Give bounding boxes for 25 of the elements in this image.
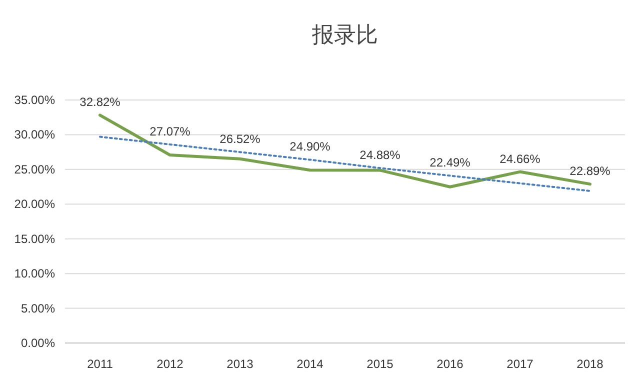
y-tick-label: 0.00% xyxy=(20,336,56,350)
y-tick-label: 5.00% xyxy=(20,301,56,316)
x-tick-label: 2013 xyxy=(226,357,254,371)
y-tick-label: 20.00% xyxy=(14,197,56,212)
data-label: 22.89% xyxy=(570,164,611,178)
y-tick-label: 35.00% xyxy=(14,93,56,107)
x-tick-label: 2015 xyxy=(366,357,394,371)
data-label: 32.82% xyxy=(80,95,121,110)
x-tick-label: 2012 xyxy=(156,357,184,371)
y-tick-label: 15.00% xyxy=(14,232,56,246)
chart-title: 报录比 xyxy=(311,22,378,47)
data-label: 22.49% xyxy=(430,156,471,170)
data-label: 24.88% xyxy=(360,148,401,162)
data-label: 24.90% xyxy=(290,140,331,154)
y-tick-label: 30.00% xyxy=(14,128,56,142)
x-tick-label: 2017 xyxy=(506,357,534,371)
x-tick-label: 2011 xyxy=(87,357,114,371)
x-tick-label: 2014 xyxy=(296,357,324,371)
y-tick-label: 25.00% xyxy=(14,162,56,176)
data-label: 24.66% xyxy=(500,152,541,166)
data-label: 26.52% xyxy=(220,132,261,146)
data-label: 27.07% xyxy=(150,124,191,138)
y-tick-label: 10.00% xyxy=(14,266,56,281)
x-tick-label: 2018 xyxy=(576,357,604,371)
x-tick-label: 2016 xyxy=(436,357,464,371)
